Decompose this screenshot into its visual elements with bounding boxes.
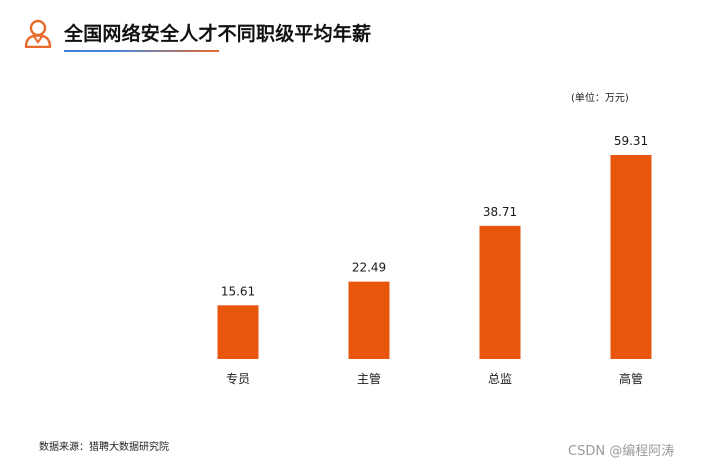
unit-note: (单位：万元) <box>571 93 629 104</box>
value-label-3: 38.71 <box>483 205 517 219</box>
bar-1 <box>217 305 259 359</box>
bar-4 <box>610 155 652 359</box>
bar-2 <box>348 281 390 359</box>
source-note: 数据来源：猎聘大数据研究院 <box>39 442 169 453</box>
value-label-1: 15.61 <box>221 284 255 298</box>
watermark: CSDN @编程阿涛 <box>568 444 675 459</box>
title-underline <box>64 50 219 52</box>
value-label-2: 22.49 <box>352 261 386 275</box>
value-label-4: 59.31 <box>614 134 648 148</box>
category-label-2: 主管 <box>357 371 381 386</box>
chart-header: 全国网络安全人才不同职级平均年薪 <box>18 10 371 58</box>
category-label-1: 专员 <box>226 371 250 386</box>
category-label-3: 总监 <box>488 372 512 386</box>
chart-title: 全国网络安全人才不同职级平均年薪 <box>64 23 372 45</box>
category-label-4: 高管 <box>619 371 643 386</box>
bar-3 <box>479 225 521 359</box>
person-icon <box>24 19 52 48</box>
